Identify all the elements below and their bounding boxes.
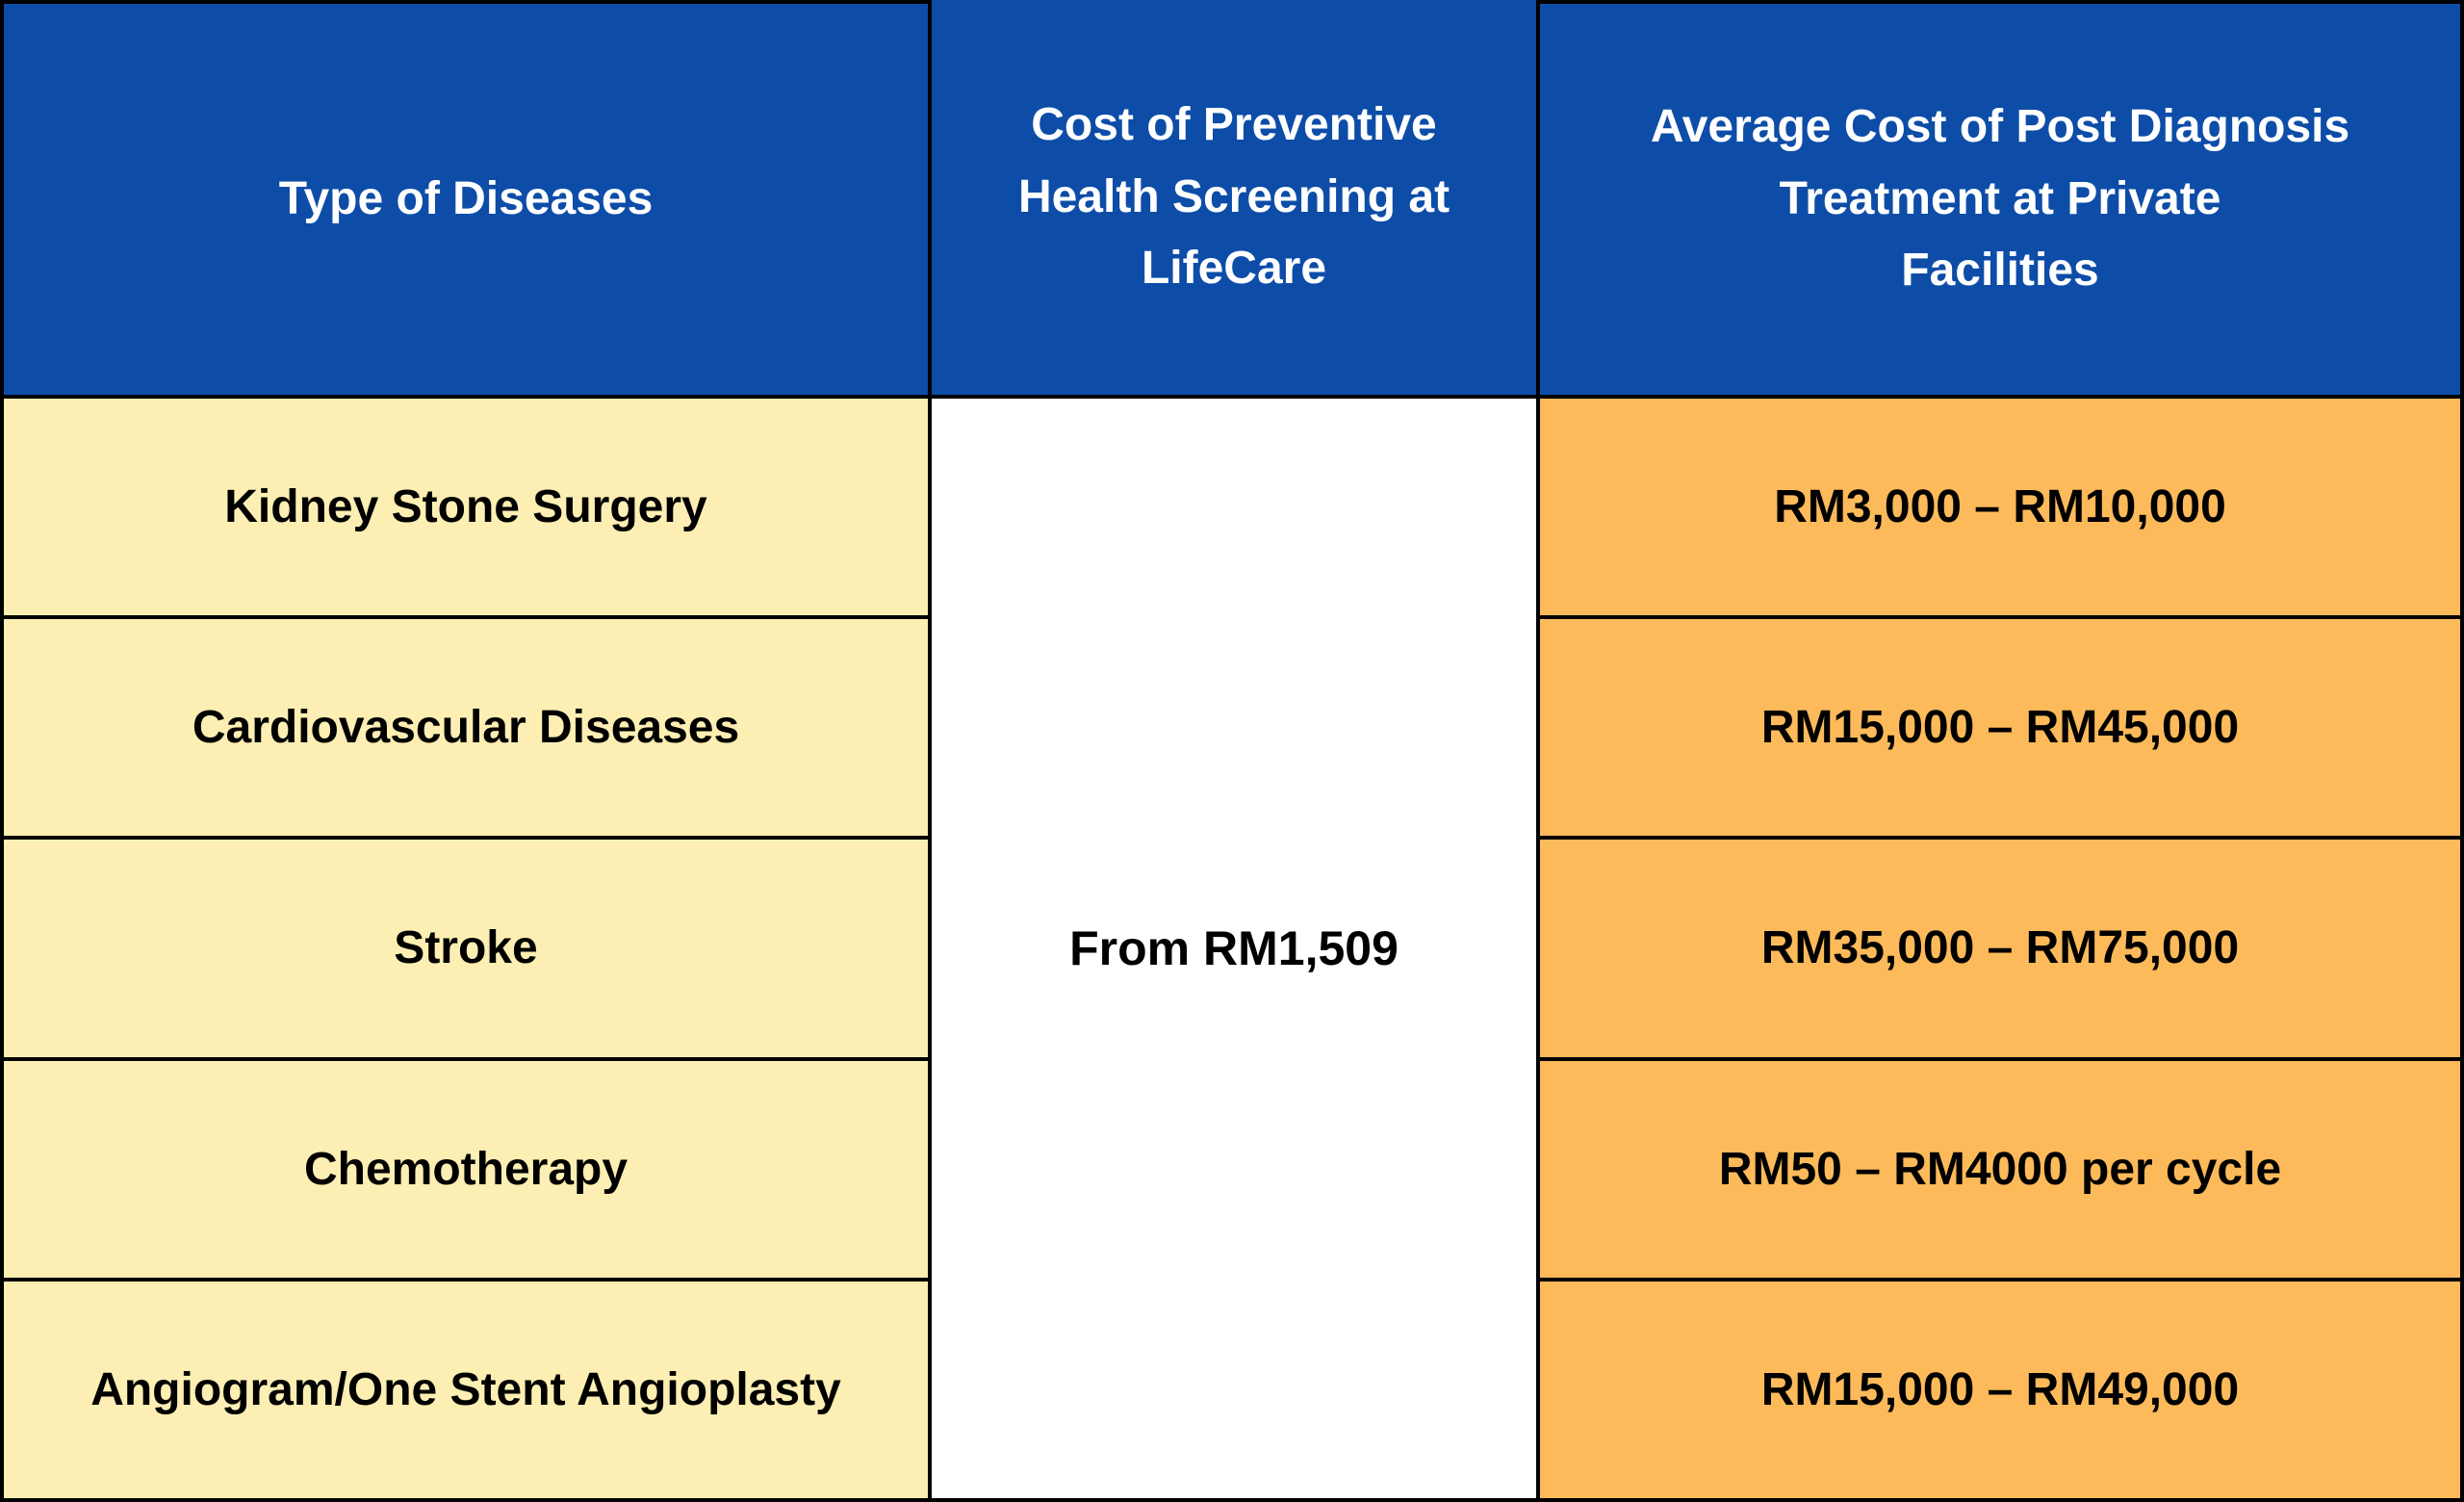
- table-row-disease: Kidney Stone Surgery: [4, 399, 928, 616]
- table-row-treatment-cost: RM15,000 – RM49,000: [1540, 1281, 2460, 1498]
- table-row-treatment-cost: RM50 – RM4000 per cycle: [1540, 1060, 2460, 1278]
- header-text: Cost of Preventive Health Screening at L…: [1017, 99, 1450, 295]
- treatment-cost-value: RM15,000 – RM45,000: [1760, 702, 2240, 754]
- header-text: Average Cost of Post Diagnosis Treatment…: [1650, 101, 2350, 297]
- table-row-disease: Chemotherapy: [4, 1060, 928, 1278]
- table-row-treatment-cost: RM3,000 – RM10,000: [1540, 399, 2460, 616]
- header-post-diagnosis-treatment-cost: Average Cost of Post Diagnosis Treatment…: [1540, 4, 2460, 395]
- screening-cost-value: From RM1,509: [1069, 920, 1399, 975]
- header-text: Type of Diseases: [278, 172, 654, 224]
- disease-label: Cardiovascular Diseases: [192, 702, 740, 754]
- table-row-disease: Stroke: [4, 840, 928, 1057]
- table-row-disease: Angiogram/One Stent Angioplasty: [4, 1281, 928, 1498]
- table-row-treatment-cost: RM35,000 – RM75,000: [1540, 840, 2460, 1057]
- header-preventive-screening-cost: Cost of Preventive Health Screening at L…: [932, 0, 1536, 395]
- table-row-treatment-cost: RM15,000 – RM45,000: [1540, 619, 2460, 837]
- treatment-cost-value: RM15,000 – RM49,000: [1760, 1363, 2240, 1415]
- header-type-of-diseases: Type of Diseases: [4, 4, 928, 395]
- treatment-cost-value: RM35,000 – RM75,000: [1760, 922, 2240, 974]
- merged-screening-cost-cell: From RM1,509: [932, 399, 1536, 1498]
- disease-label: Chemotherapy: [303, 1143, 629, 1195]
- treatment-cost-value: RM50 – RM4000 per cycle: [1718, 1143, 2282, 1195]
- disease-label: Angiogram/One Stent Angioplasty: [90, 1363, 841, 1415]
- disease-label: Stroke: [394, 922, 538, 974]
- table-row-disease: Cardiovascular Diseases: [4, 619, 928, 837]
- treatment-cost-value: RM3,000 – RM10,000: [1774, 481, 2226, 533]
- disease-label: Kidney Stone Surgery: [224, 481, 707, 533]
